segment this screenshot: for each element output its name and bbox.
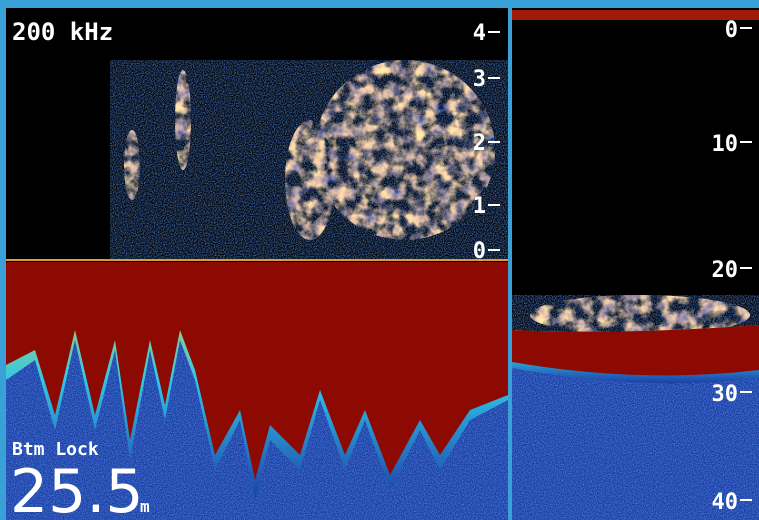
depth-label: 10 <box>712 132 739 157</box>
scale-label: 3 <box>473 67 486 92</box>
depth-readout: 25.5 <box>10 457 144 520</box>
surface-band <box>512 10 759 20</box>
scale-label: 2 <box>473 131 486 156</box>
depth-unit: m <box>140 497 150 516</box>
depth-label: 20 <box>712 258 739 283</box>
frequency-label: 200 kHz <box>12 18 113 46</box>
scale-label: 4 <box>473 21 486 46</box>
scale-label: 1 <box>473 194 486 219</box>
sonar-screen: 200 kHz 43210 Btm Lock 25.5 m 010203040 <box>0 0 759 520</box>
depth-label: 40 <box>712 490 739 515</box>
page: 200 kHz 43210 Btm Lock 25.5 m 010203040 … <box>0 0 759 520</box>
echo-cluster <box>175 70 191 170</box>
depth-label: 30 <box>712 382 739 407</box>
depth-label: 0 <box>725 18 738 43</box>
echo-cluster <box>285 120 335 240</box>
fish-echoes <box>110 60 508 260</box>
scale-label: 0 <box>473 239 486 264</box>
echo-cluster <box>124 130 140 200</box>
echo-cluster <box>315 60 495 240</box>
